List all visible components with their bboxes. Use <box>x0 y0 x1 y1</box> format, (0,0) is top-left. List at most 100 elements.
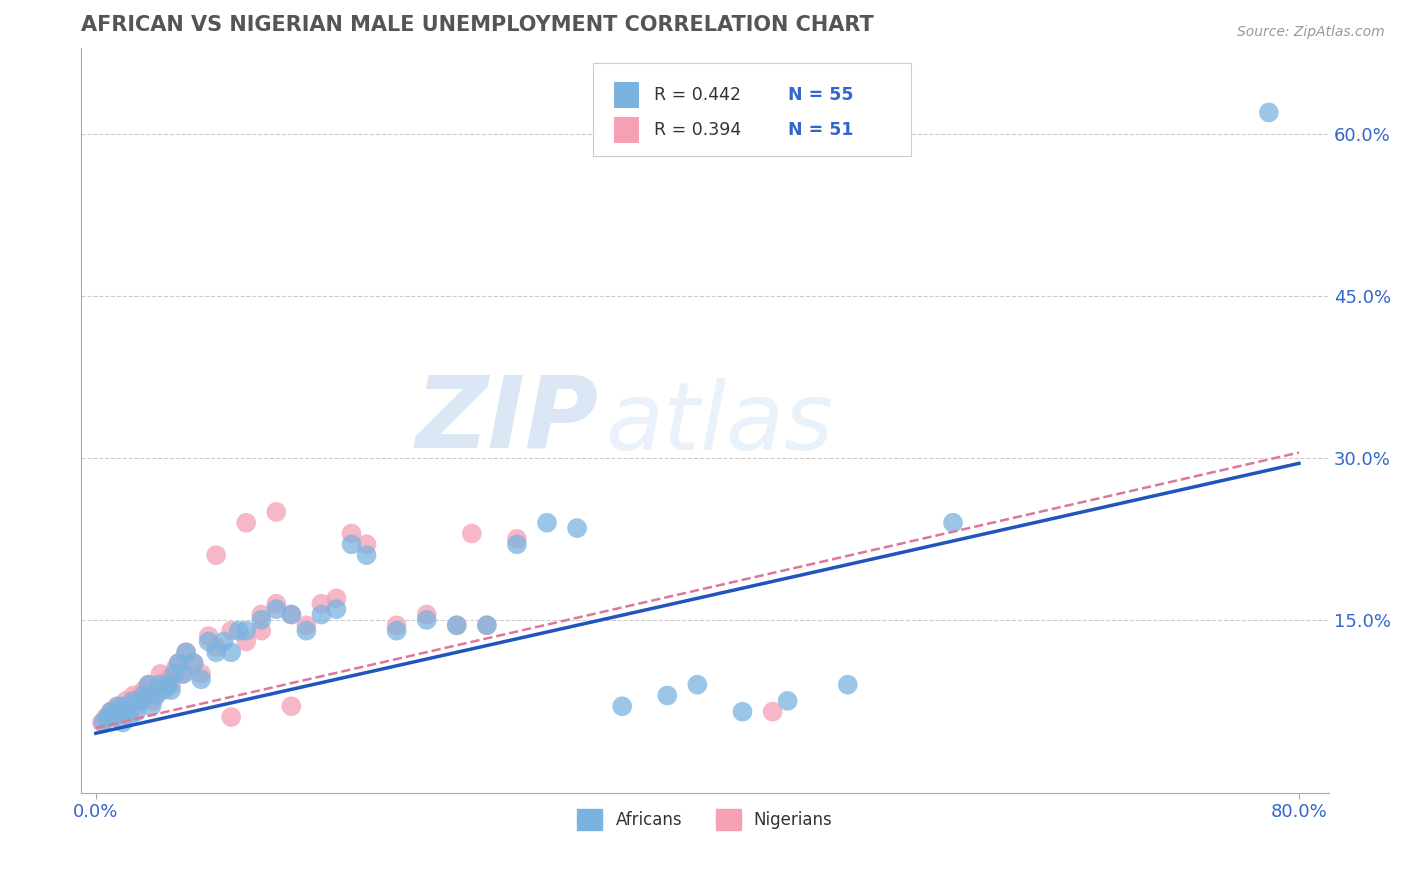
Point <box>172 666 194 681</box>
Point <box>110 705 132 719</box>
Point <box>132 683 155 698</box>
Point <box>219 710 242 724</box>
Text: AFRICAN VS NIGERIAN MALE UNEMPLOYMENT CORRELATION CHART: AFRICAN VS NIGERIAN MALE UNEMPLOYMENT CO… <box>80 15 873 35</box>
Point <box>125 699 148 714</box>
Point <box>183 656 205 670</box>
Text: N = 55: N = 55 <box>789 86 853 103</box>
Point <box>103 710 125 724</box>
Point <box>228 624 250 638</box>
Point <box>250 613 273 627</box>
Point <box>686 678 709 692</box>
Point <box>145 683 167 698</box>
Point <box>205 645 228 659</box>
Point <box>506 532 529 546</box>
Point <box>167 656 190 670</box>
Text: R = 0.394: R = 0.394 <box>654 120 741 138</box>
FancyBboxPatch shape <box>592 62 911 156</box>
Point <box>280 607 302 622</box>
Point <box>197 629 219 643</box>
Point <box>475 618 498 632</box>
Point <box>657 689 679 703</box>
Point <box>197 634 219 648</box>
Point <box>183 656 205 670</box>
Point <box>1257 105 1279 120</box>
Point <box>280 699 302 714</box>
Point <box>105 699 128 714</box>
Point <box>235 634 257 648</box>
Point <box>174 645 197 659</box>
Point <box>97 710 120 724</box>
Point <box>565 521 588 535</box>
Point <box>761 705 783 719</box>
Point <box>446 618 468 632</box>
Point <box>295 624 318 638</box>
Point <box>205 640 228 654</box>
Point <box>115 694 138 708</box>
Point <box>612 699 634 714</box>
Point <box>385 618 408 632</box>
Point <box>90 715 112 730</box>
Point <box>138 678 160 692</box>
Point <box>356 537 378 551</box>
Point <box>152 678 174 692</box>
Point <box>165 661 187 675</box>
Point <box>250 624 273 638</box>
Point <box>122 689 145 703</box>
Point <box>111 699 134 714</box>
Point <box>311 607 333 622</box>
FancyBboxPatch shape <box>614 117 638 143</box>
Point <box>235 624 257 638</box>
Point <box>266 597 288 611</box>
Point <box>122 694 145 708</box>
Point <box>149 666 172 681</box>
Point <box>356 548 378 562</box>
Point <box>212 634 235 648</box>
Text: R = 0.442: R = 0.442 <box>654 86 741 103</box>
Point <box>280 607 302 622</box>
Point <box>129 689 152 703</box>
Point <box>142 694 165 708</box>
Point <box>160 678 183 692</box>
Point <box>235 516 257 530</box>
Point <box>415 607 437 622</box>
Point <box>446 618 468 632</box>
Point <box>152 683 174 698</box>
FancyBboxPatch shape <box>614 81 638 108</box>
Point <box>111 715 134 730</box>
Point <box>132 689 155 703</box>
Point <box>266 602 288 616</box>
Legend: Africans, Nigerians: Africans, Nigerians <box>571 803 839 837</box>
Point <box>138 678 160 692</box>
Point <box>129 694 152 708</box>
Point <box>107 699 129 714</box>
Point <box>340 537 363 551</box>
Point <box>731 705 754 719</box>
Point <box>163 666 186 681</box>
Point <box>100 705 122 719</box>
Point <box>174 645 197 659</box>
Text: ZIP: ZIP <box>416 372 599 468</box>
Point <box>219 624 242 638</box>
Point <box>190 666 212 681</box>
Point <box>295 618 318 632</box>
Point <box>461 526 484 541</box>
Point <box>250 607 273 622</box>
Point <box>506 537 529 551</box>
Point <box>118 710 141 724</box>
Point <box>100 705 122 719</box>
Point <box>325 591 347 606</box>
Text: Source: ZipAtlas.com: Source: ZipAtlas.com <box>1237 25 1385 39</box>
Point <box>942 516 965 530</box>
Point <box>160 683 183 698</box>
Point <box>266 505 288 519</box>
Text: atlas: atlas <box>605 378 834 469</box>
Point <box>125 705 148 719</box>
Point <box>108 705 131 719</box>
Point <box>93 715 115 730</box>
Point <box>190 673 212 687</box>
Point <box>205 548 228 562</box>
Point <box>837 678 859 692</box>
Point <box>118 705 141 719</box>
Point <box>776 694 799 708</box>
Point <box>340 526 363 541</box>
